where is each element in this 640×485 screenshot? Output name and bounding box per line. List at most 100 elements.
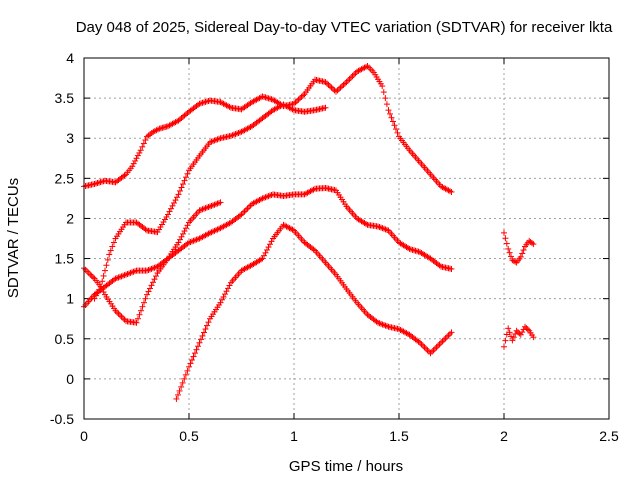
grid: [84, 58, 609, 419]
data-point: [88, 272, 95, 279]
data-point: [153, 273, 159, 280]
data-point: [342, 80, 348, 87]
data-point: [430, 347, 437, 354]
data-point: [509, 337, 516, 344]
y-tick-label: 0: [66, 371, 74, 387]
data-point: [148, 282, 155, 289]
data-point: [379, 83, 386, 90]
data-point: [174, 391, 181, 398]
data-point: [219, 296, 225, 303]
data-point: [202, 326, 209, 333]
data-point: [530, 241, 537, 248]
data-point: [448, 329, 455, 336]
data-point: [435, 342, 441, 349]
data-point: [142, 295, 149, 302]
y-tick-label: 2.5: [55, 170, 75, 186]
data-point: [503, 240, 510, 247]
data-point: [433, 344, 440, 351]
data-point: [100, 288, 107, 295]
data-point: [189, 356, 195, 363]
data-point: [133, 155, 140, 162]
data-point: [181, 177, 188, 184]
x-tick-label: 2: [500, 428, 508, 444]
data-point: [114, 309, 120, 316]
x-tick-label: 1.5: [389, 428, 409, 444]
data-point: [436, 341, 443, 348]
data-point: [448, 265, 455, 272]
data-point: [519, 329, 526, 336]
data-point: [298, 93, 305, 100]
data-point: [177, 236, 183, 243]
data-point: [349, 73, 356, 80]
data-point: [348, 74, 354, 81]
data-point: [110, 239, 117, 246]
data-point: [424, 347, 431, 354]
x-axis-title: GPS time / hours: [289, 458, 403, 475]
data-point: [183, 225, 189, 232]
data-point: [204, 322, 210, 329]
data-point: [421, 344, 428, 351]
data-point: [115, 310, 122, 317]
data-point: [90, 274, 97, 281]
data-point: [327, 83, 333, 90]
y-tick-label: 1: [66, 291, 74, 307]
data-point: [530, 334, 537, 341]
data-point: [201, 329, 207, 336]
data-point: [351, 71, 357, 78]
data-point: [217, 199, 224, 206]
data-point: [184, 170, 191, 177]
x-tick-label: 2.5: [599, 428, 619, 444]
data-point: [267, 241, 273, 248]
data-point: [134, 152, 141, 159]
data-point: [517, 331, 524, 338]
data-point: [391, 122, 398, 129]
data-point: [336, 85, 342, 92]
data-point: [147, 285, 153, 292]
data-point: [393, 126, 399, 133]
data-point: [394, 129, 401, 136]
data-point: [505, 245, 512, 252]
data-point: [99, 286, 106, 293]
data-point: [438, 339, 444, 346]
data-point: [187, 360, 194, 367]
data-point: [505, 325, 512, 332]
data-point: [418, 341, 425, 348]
data-point: [117, 312, 123, 319]
data-point: [508, 333, 514, 340]
y-tick-label: 3.5: [55, 90, 75, 106]
data-point: [205, 319, 212, 326]
data-point: [178, 383, 185, 390]
data-point: [190, 353, 197, 360]
data-point: [268, 238, 275, 245]
data-point: [512, 258, 519, 265]
data-point: [346, 76, 353, 83]
data-point: [225, 285, 231, 292]
data-point: [176, 387, 183, 394]
data-point: [262, 249, 269, 256]
data-point: [169, 202, 176, 209]
x-tick-label: 0.5: [179, 428, 199, 444]
data-point: [106, 251, 113, 258]
data-point: [179, 379, 186, 386]
data-point: [180, 181, 186, 188]
data-point: [241, 208, 248, 215]
data-point: [199, 332, 206, 339]
data-point: [300, 92, 306, 99]
data-point: [519, 250, 526, 257]
data-point: [184, 222, 191, 229]
data-point: [137, 147, 144, 154]
data-point: [502, 337, 509, 344]
data-point: [223, 288, 230, 295]
data-point: [423, 345, 429, 352]
data-point: [295, 96, 302, 103]
data-point: [294, 97, 300, 104]
data-point: [297, 95, 303, 102]
y-tick-label: -0.5: [50, 411, 74, 427]
data-point: [506, 329, 513, 336]
data-point: [522, 323, 528, 330]
plot-frame: [83, 57, 610, 420]
data-point: [502, 235, 509, 242]
data-point: [120, 315, 126, 322]
data-point: [337, 84, 344, 91]
